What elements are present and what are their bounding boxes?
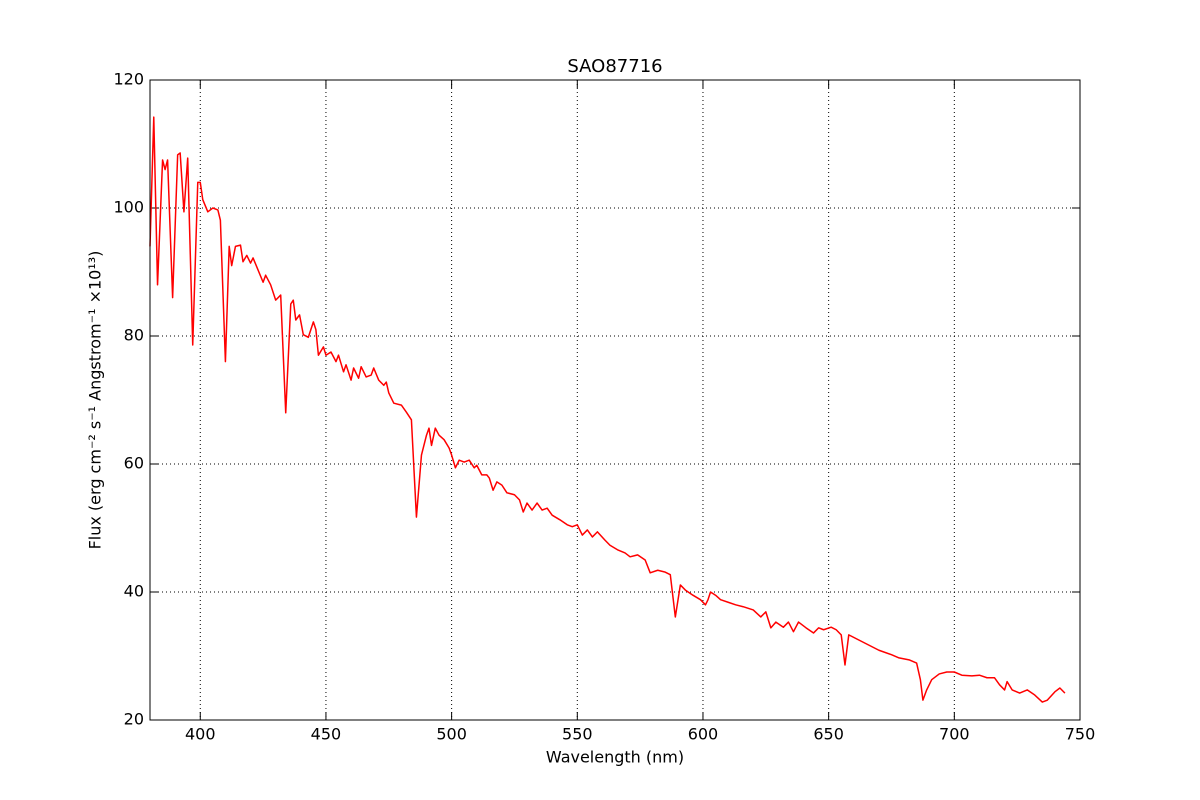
chart-title: SAO87716 xyxy=(567,56,662,77)
y-tick-label: 20 xyxy=(124,710,144,729)
x-tick-label: 500 xyxy=(436,725,467,744)
y-tick-label: 120 xyxy=(113,70,144,89)
x-tick-label: 550 xyxy=(562,725,593,744)
x-tick-label: 450 xyxy=(311,725,342,744)
plot-frame xyxy=(149,79,1081,721)
y-tick-label: 60 xyxy=(124,454,144,473)
x-axis-label: Wavelength (nm) xyxy=(546,748,684,767)
x-tick-label: 650 xyxy=(813,725,844,744)
y-tick-label: 100 xyxy=(113,198,144,217)
x-tick-label: 750 xyxy=(1065,725,1096,744)
spectrum-line xyxy=(149,116,1066,703)
x-tick-label: 400 xyxy=(185,725,216,744)
x-tick-label: 700 xyxy=(939,725,970,744)
y-tick-label: 80 xyxy=(124,326,144,345)
x-tick-label: 600 xyxy=(688,725,719,744)
y-tick-label: 40 xyxy=(124,582,144,601)
y-axis-label: Flux (erg cm⁻² s⁻¹ Angstrom⁻¹ ×10¹³) xyxy=(86,251,105,550)
